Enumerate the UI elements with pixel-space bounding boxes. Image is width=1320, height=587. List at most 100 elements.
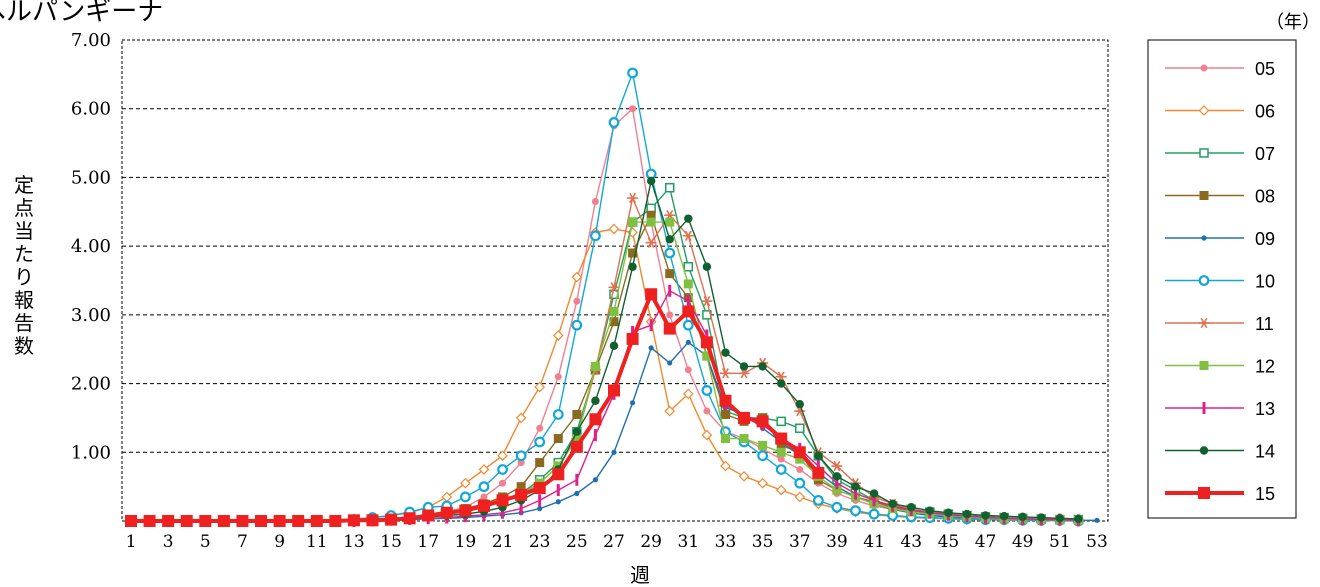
data-point xyxy=(609,317,619,327)
x-tick-label: 3 xyxy=(163,532,174,552)
series-10 xyxy=(125,67,1084,527)
year-unit-label: （年） xyxy=(1266,12,1320,33)
data-point xyxy=(535,458,545,468)
data-point xyxy=(944,508,953,517)
series-11 xyxy=(125,192,1084,527)
data-point xyxy=(664,405,676,417)
legend-label: 07 xyxy=(1255,144,1275,164)
x-tick-label: 13 xyxy=(343,532,365,552)
data-point xyxy=(831,501,843,513)
data-point xyxy=(739,434,749,444)
legend-label: 10 xyxy=(1255,272,1275,292)
data-point xyxy=(366,514,379,527)
data-point xyxy=(684,366,692,374)
data-point xyxy=(664,182,675,193)
data-point xyxy=(701,295,713,307)
series-line-14 xyxy=(131,180,1079,522)
data-point xyxy=(812,494,824,506)
x-tick-label: 23 xyxy=(529,532,551,552)
legend-item-12: 12 xyxy=(1165,357,1275,377)
data-point xyxy=(776,440,786,450)
data-point xyxy=(629,400,636,406)
data-point xyxy=(1018,512,1027,522)
data-point xyxy=(794,491,806,503)
data-point xyxy=(832,485,842,495)
data-point xyxy=(125,515,137,527)
data-point xyxy=(534,436,546,448)
data-point xyxy=(591,396,600,405)
data-point xyxy=(835,477,839,490)
legend-item-07: 07 xyxy=(1165,144,1275,164)
data-point xyxy=(1037,513,1046,522)
data-point xyxy=(795,399,804,409)
data-point xyxy=(553,434,563,444)
x-tick-label: 37 xyxy=(789,532,811,552)
data-point xyxy=(496,494,509,507)
data-point xyxy=(628,248,638,258)
data-point xyxy=(554,373,562,381)
series-line-08 xyxy=(131,214,1079,522)
x-tick-label: 47 xyxy=(975,532,997,552)
data-point xyxy=(199,515,212,527)
data-point xyxy=(999,511,1009,521)
series-15 xyxy=(125,288,825,527)
data-point xyxy=(701,429,713,441)
data-point xyxy=(665,217,675,227)
legend-label: 11 xyxy=(1255,314,1274,334)
x-tick-label: 53 xyxy=(1086,532,1108,552)
data-point xyxy=(590,230,601,242)
data-point xyxy=(702,351,712,361)
data-point xyxy=(831,460,843,472)
data-point xyxy=(534,381,546,393)
data-point xyxy=(631,326,635,339)
data-point xyxy=(868,508,880,520)
y-tick-label: 7.00 xyxy=(71,30,111,51)
legend-marker xyxy=(1198,275,1210,286)
data-point xyxy=(683,279,693,289)
legend-item-08: 08 xyxy=(1165,187,1275,207)
data-point xyxy=(646,217,656,227)
data-point xyxy=(552,468,565,481)
data-point xyxy=(517,459,525,467)
data-point xyxy=(682,305,695,318)
data-point xyxy=(478,481,490,493)
data-point xyxy=(460,477,471,489)
data-point xyxy=(666,311,674,319)
data-point xyxy=(273,515,286,527)
data-point xyxy=(663,322,676,335)
legend-item-06: 06 xyxy=(1165,102,1275,122)
data-point xyxy=(796,465,804,473)
data-point xyxy=(572,409,582,419)
legend-label: 06 xyxy=(1255,102,1275,122)
data-point xyxy=(537,506,543,512)
data-point xyxy=(648,345,654,351)
data-point xyxy=(703,407,711,415)
data-point xyxy=(515,412,527,424)
legend-label: 13 xyxy=(1255,399,1275,419)
data-point xyxy=(683,262,694,272)
data-point xyxy=(572,427,582,436)
legend-marker xyxy=(1198,105,1210,116)
data-point xyxy=(721,348,730,357)
data-point xyxy=(758,362,767,371)
data-point xyxy=(385,513,398,526)
data-point xyxy=(555,499,561,505)
series-08 xyxy=(126,210,1083,526)
data-point xyxy=(478,464,490,475)
legend-label: 09 xyxy=(1255,229,1275,249)
data-point xyxy=(255,515,268,527)
y-axis-ticks: 1.00 2.00 3.00 4.00 5.00 6.00 7.00 xyxy=(71,30,111,463)
data-point xyxy=(310,515,323,527)
data-point xyxy=(143,515,156,527)
x-tick-label: 31 xyxy=(677,532,699,552)
data-point xyxy=(872,494,876,507)
data-point xyxy=(888,499,897,509)
data-point xyxy=(574,490,580,497)
x-tick-label: 1 xyxy=(126,532,137,552)
legend: 05 06 07 08 09 10 11 12 13 14 15 xyxy=(1165,59,1275,504)
data-point xyxy=(552,330,564,341)
data-point xyxy=(519,502,523,515)
x-tick-label: 41 xyxy=(863,532,885,552)
x-tick-label: 29 xyxy=(640,532,662,552)
